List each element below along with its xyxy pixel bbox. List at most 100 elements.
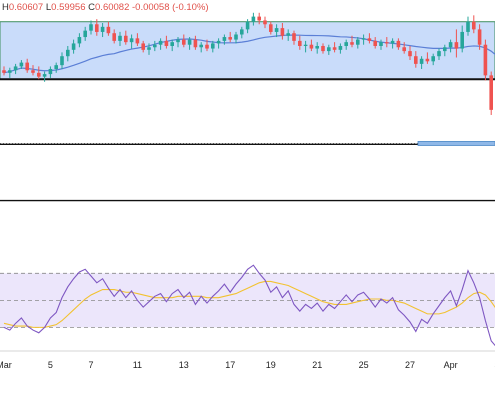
candle (71, 39, 76, 54)
candle-body (472, 21, 476, 30)
candle (77, 33, 82, 48)
candle-body (280, 28, 285, 36)
candle (31, 65, 35, 76)
candle (54, 62, 58, 73)
candle-body (100, 26, 105, 32)
low-label: L (45, 2, 52, 13)
candle-body (443, 47, 447, 52)
candle (83, 26, 87, 41)
x-tick-label: 13 (179, 360, 189, 370)
x-tick-label: 27 (405, 360, 415, 370)
candle-body (176, 39, 180, 43)
candle-body (60, 56, 64, 66)
candle (350, 35, 354, 48)
candle (332, 42, 337, 53)
candle-body (419, 58, 424, 64)
candle (66, 45, 70, 62)
candle (466, 16, 470, 36)
candle-body (396, 40, 401, 48)
candle (396, 38, 401, 50)
candle (153, 40, 157, 52)
candle-body (315, 45, 319, 49)
ohlc-readout: H0.60607 L0.59956 C0.60082 -0.00058 (-0.… (2, 2, 209, 13)
candle (118, 31, 122, 46)
candle (472, 15, 476, 34)
candle-body (153, 44, 157, 48)
candle-body (211, 43, 215, 49)
candle-body (8, 70, 12, 73)
candle-body (303, 44, 308, 46)
candle (129, 34, 134, 49)
candle (402, 42, 406, 54)
candle (408, 45, 412, 61)
candle (483, 39, 488, 81)
candle (187, 37, 192, 50)
candle-body (112, 33, 116, 41)
candle-body (309, 44, 314, 49)
candle-body (332, 47, 337, 50)
candle (228, 31, 232, 43)
candle-body (48, 68, 53, 75)
candle-body (19, 62, 24, 67)
candle-body (135, 38, 140, 44)
low-value: 0.59956 (51, 2, 86, 13)
candle-body (170, 42, 174, 46)
candle-body (25, 62, 29, 71)
candle (135, 33, 140, 46)
candle-body (373, 40, 377, 46)
candle (292, 30, 296, 45)
candle-body (147, 47, 151, 50)
candle (263, 16, 267, 29)
candle (164, 35, 169, 49)
candle-body (118, 35, 122, 41)
x-tick-label: 21 (312, 360, 322, 370)
high-value: 0.60607 (8, 2, 44, 13)
candle-body (124, 35, 128, 43)
candle-body (240, 29, 244, 35)
candle (280, 22, 285, 40)
candle-body (321, 45, 325, 52)
candle-body (158, 40, 163, 45)
moving-average-line (3, 34, 495, 74)
rsi-line (3, 264, 495, 347)
candle-body (13, 66, 18, 71)
candle-body (483, 44, 488, 76)
candle-body (437, 51, 441, 57)
x-tick-label: 19 (266, 360, 276, 370)
candle (42, 71, 47, 82)
candle (460, 25, 464, 53)
candle (37, 66, 41, 80)
rsi-pane[interactable] (0, 264, 495, 347)
candle (361, 34, 366, 45)
candle-body (141, 43, 145, 50)
candle (13, 63, 18, 75)
candle (240, 26, 244, 39)
candle-body (77, 37, 82, 44)
candle (182, 34, 186, 48)
candle (193, 35, 198, 50)
candle (373, 37, 377, 49)
candle (2, 66, 6, 76)
candle (489, 71, 493, 115)
candle-body (71, 43, 76, 50)
candle-body (129, 38, 134, 43)
candle (216, 38, 221, 49)
price-pane[interactable] (0, 12, 495, 202)
candle-body (37, 72, 41, 77)
candle-body (164, 40, 169, 46)
x-tick-label: Mar (0, 360, 12, 370)
high-label: H (2, 2, 9, 13)
close-label: C (88, 2, 96, 13)
candle (437, 48, 441, 61)
candle (379, 39, 383, 50)
candle-body (106, 26, 111, 34)
candle-body (187, 39, 192, 45)
candle-body (350, 42, 354, 45)
x-tick-label: 25 (359, 360, 369, 370)
candle-body (431, 56, 435, 62)
candle (390, 38, 395, 49)
candle (48, 66, 53, 78)
candle-body (298, 40, 302, 46)
candle (298, 35, 302, 50)
